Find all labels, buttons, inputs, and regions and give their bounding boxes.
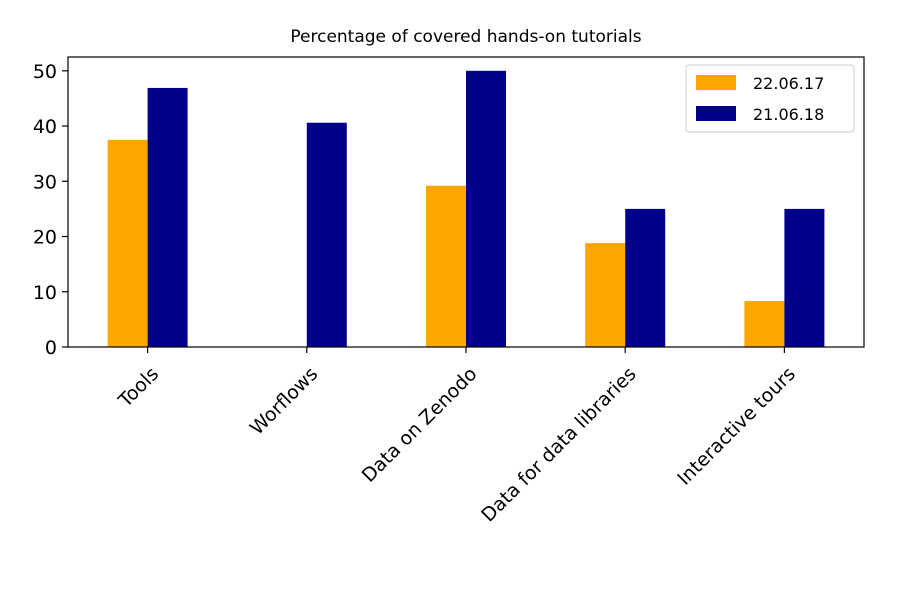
bar-series-1-2 <box>426 185 466 347</box>
y-tick-label-5: 50 <box>33 61 57 83</box>
bar-series-2-0 <box>147 87 188 347</box>
y-tick-label-1: 10 <box>33 282 57 304</box>
y-tick-label-4: 40 <box>33 116 57 138</box>
bar-series-2-3 <box>625 208 666 347</box>
bar-series-2-1 <box>306 122 347 347</box>
plot-frame <box>67 56 865 348</box>
bar-series-1-4 <box>744 301 785 347</box>
legend: 22.06.17 21.06.18 <box>685 64 855 133</box>
x-tick-label-3: Data for data libraries <box>477 363 640 526</box>
y-tick-label-0: 0 <box>45 337 57 359</box>
bar-series-2-2 <box>466 70 506 348</box>
bar-series-2-4 <box>784 208 825 347</box>
bars-layer <box>107 70 825 348</box>
x-tick-label-0: Tools <box>114 363 163 412</box>
y-tick-label-2: 20 <box>33 227 57 249</box>
legend-label-series-2: 21.06.18 <box>753 105 824 124</box>
bar-series-1-3 <box>585 243 626 347</box>
legend-swatch-series-1 <box>696 75 736 90</box>
y-tick-label-3: 30 <box>33 171 57 193</box>
bar-series-1-0 <box>107 139 148 347</box>
x-tick-label-1: Worflows <box>246 363 322 439</box>
x-tick-label-2: Data on Zenodo <box>358 363 482 487</box>
legend-swatch-series-2 <box>696 106 736 121</box>
x-tick-label-4: Interactive tours <box>673 363 800 490</box>
y-axis: 0 10 20 30 40 50 <box>33 61 68 359</box>
chart-title: Percentage of covered hands-on tutorials <box>290 27 641 47</box>
legend-label-series-1: 22.06.17 <box>753 74 824 93</box>
